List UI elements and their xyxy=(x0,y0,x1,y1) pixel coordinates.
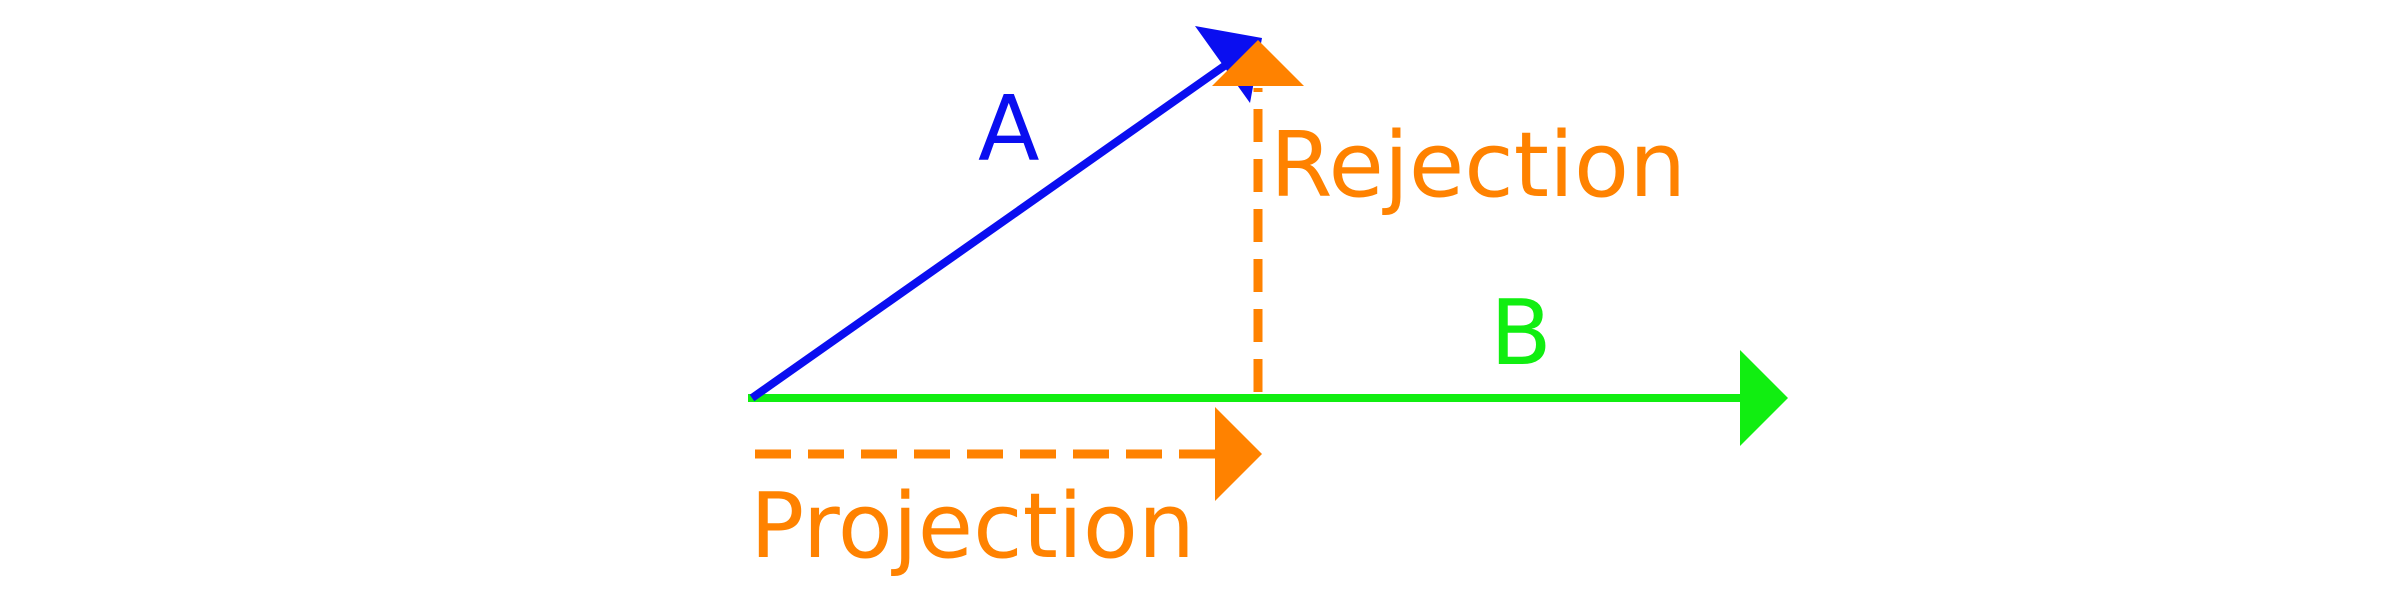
projection-label: Projection xyxy=(750,474,1195,579)
rejection-arrowhead xyxy=(1212,40,1304,86)
vector-b xyxy=(748,350,1788,446)
projection-vector xyxy=(755,407,1262,501)
projection-arrowhead xyxy=(1215,407,1262,501)
rejection-vector xyxy=(1212,40,1304,392)
vector-a-shaft xyxy=(749,58,1233,402)
vector-b-arrowhead xyxy=(1740,350,1788,446)
vector-a-label: A xyxy=(978,77,1040,182)
vector-b-label: B xyxy=(1490,281,1552,386)
rejection-label: Rejection xyxy=(1270,113,1686,218)
